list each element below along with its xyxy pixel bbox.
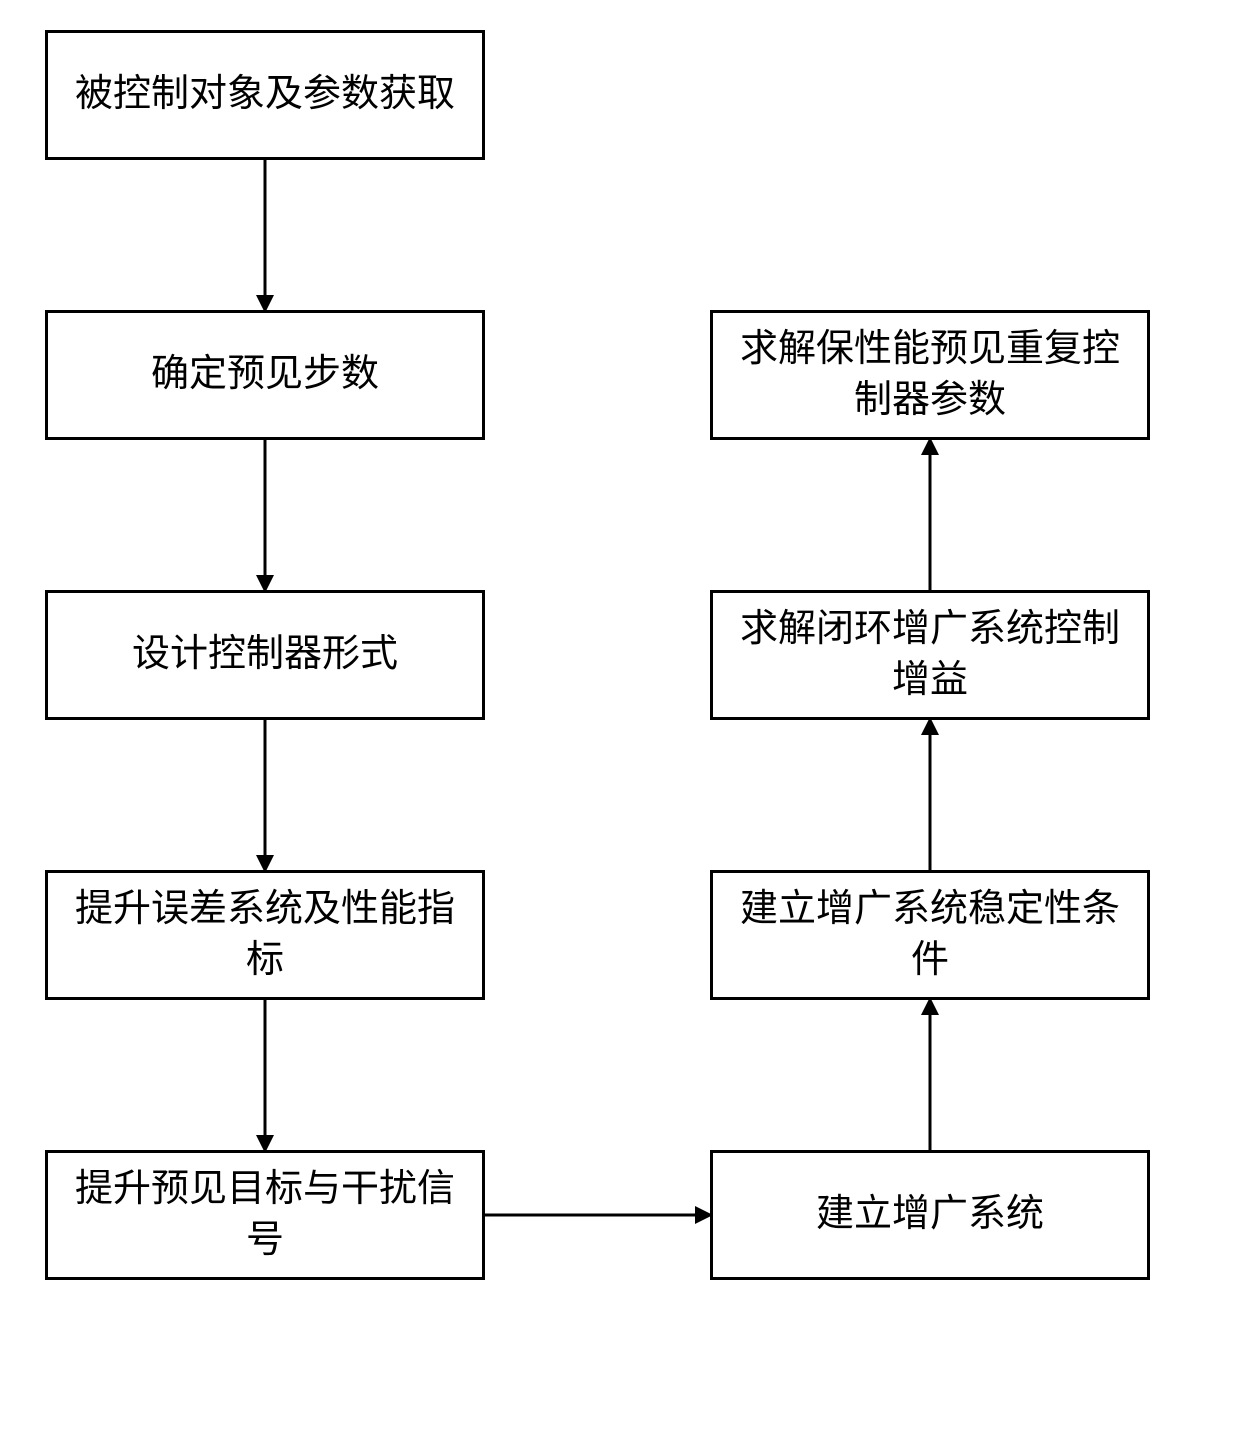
flow-node-label: 提升预见目标与干扰信号 bbox=[68, 1164, 462, 1267]
flow-node-label: 求解保性能预见重复控制器参数 bbox=[733, 324, 1127, 427]
flow-node-n4: 提升误差系统及性能指标 bbox=[45, 870, 485, 1000]
flow-node-n6: 建立增广系统 bbox=[710, 1150, 1150, 1280]
flow-node-label: 求解闭环增广系统控制增益 bbox=[733, 604, 1127, 707]
flow-node-n7: 建立增广系统稳定性条件 bbox=[710, 870, 1150, 1000]
flowchart-canvas: 被控制对象及参数获取确定预见步数设计控制器形式提升误差系统及性能指标提升预见目标… bbox=[0, 0, 1240, 1454]
flow-node-label: 设计控制器形式 bbox=[132, 629, 398, 680]
flow-node-n3: 设计控制器形式 bbox=[45, 590, 485, 720]
flow-node-label: 建立增广系统稳定性条件 bbox=[733, 884, 1127, 987]
flow-node-n5: 提升预见目标与干扰信号 bbox=[45, 1150, 485, 1280]
flow-node-label: 提升误差系统及性能指标 bbox=[68, 884, 462, 987]
flow-node-label: 建立增广系统 bbox=[816, 1189, 1044, 1240]
flow-node-n1: 被控制对象及参数获取 bbox=[45, 30, 485, 160]
flow-node-label: 确定预见步数 bbox=[151, 349, 379, 400]
flow-node-label: 被控制对象及参数获取 bbox=[75, 69, 455, 120]
flow-node-n9: 求解保性能预见重复控制器参数 bbox=[710, 310, 1150, 440]
flow-node-n2: 确定预见步数 bbox=[45, 310, 485, 440]
flow-node-n8: 求解闭环增广系统控制增益 bbox=[710, 590, 1150, 720]
